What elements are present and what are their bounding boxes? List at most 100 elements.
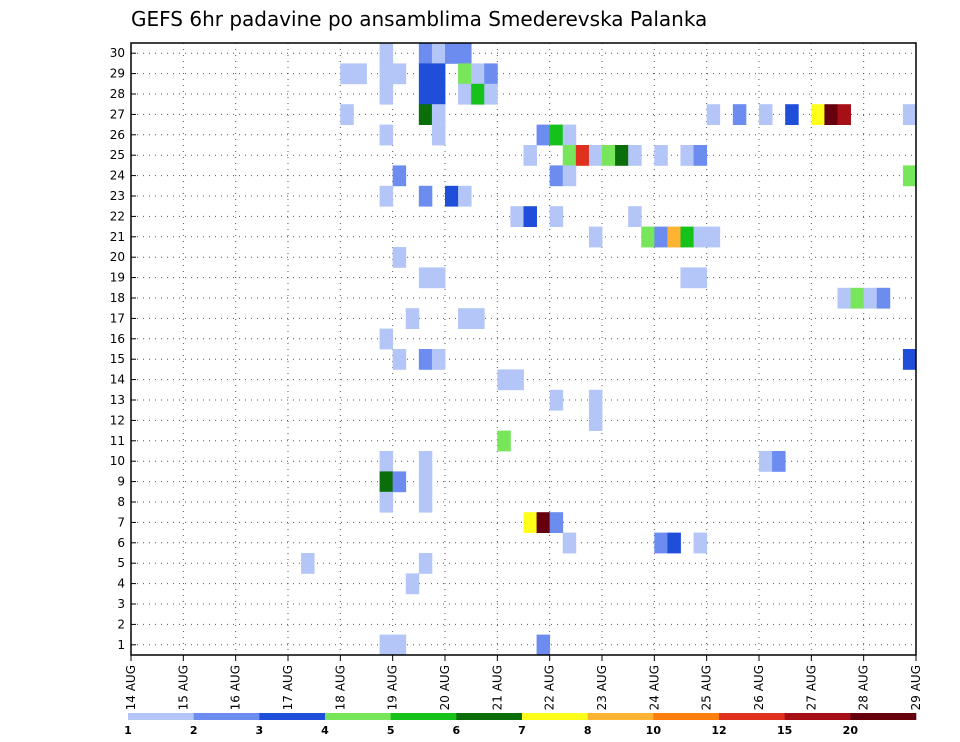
data-cell bbox=[588, 389, 603, 411]
data-cells bbox=[301, 43, 917, 656]
x-tick-label: 25 AUG bbox=[700, 665, 714, 710]
colorbar-swatch bbox=[390, 713, 457, 720]
y-tick-label: 24 bbox=[110, 169, 125, 183]
data-cell bbox=[458, 185, 472, 207]
y-tick-label: 14 bbox=[110, 373, 125, 387]
data-cell bbox=[484, 83, 498, 105]
data-cell bbox=[759, 104, 773, 125]
colorbar-swatch bbox=[259, 713, 326, 720]
data-cell bbox=[379, 634, 394, 656]
data-cell bbox=[445, 185, 459, 207]
x-tick-label: 28 AUG bbox=[857, 665, 871, 710]
data-cell bbox=[549, 165, 564, 187]
data-cell bbox=[628, 145, 642, 166]
data-cell bbox=[575, 145, 590, 166]
colorbar-swatch bbox=[850, 713, 917, 720]
data-cell bbox=[759, 451, 773, 472]
data-cell bbox=[418, 451, 433, 472]
data-cell bbox=[340, 63, 354, 85]
data-cell bbox=[693, 267, 708, 289]
data-cell bbox=[458, 308, 472, 329]
y-tick-label: 1 bbox=[117, 638, 125, 652]
x-tick-label: 16 AUG bbox=[229, 665, 243, 710]
data-cell bbox=[628, 206, 642, 227]
data-cell bbox=[549, 389, 564, 411]
y-tick-label: 17 bbox=[110, 311, 125, 325]
data-cell bbox=[484, 63, 498, 85]
data-cell bbox=[510, 206, 524, 227]
data-cell bbox=[588, 145, 603, 166]
data-cell bbox=[379, 43, 394, 64]
data-cell bbox=[471, 83, 485, 105]
data-cell bbox=[654, 226, 668, 248]
data-cell bbox=[379, 83, 394, 105]
colorbar-label: 4 bbox=[321, 724, 329, 737]
data-cell bbox=[405, 573, 420, 595]
colorbar-swatch bbox=[193, 713, 260, 720]
y-tick-label: 27 bbox=[110, 107, 125, 121]
data-cell bbox=[602, 145, 616, 166]
data-cell bbox=[431, 83, 446, 105]
colorbar-label: 20 bbox=[843, 724, 859, 737]
y-tick-label: 12 bbox=[110, 413, 125, 427]
data-cell bbox=[379, 451, 394, 472]
colorbar-label: 6 bbox=[453, 724, 461, 737]
data-cell bbox=[379, 328, 394, 350]
data-cell bbox=[445, 43, 459, 64]
data-cell bbox=[418, 349, 433, 370]
data-cell bbox=[379, 63, 394, 85]
y-tick-label: 30 bbox=[110, 46, 125, 60]
colorbar-label: 10 bbox=[646, 724, 662, 737]
data-cell bbox=[431, 267, 446, 289]
y-tick-label: 23 bbox=[110, 189, 125, 203]
data-cell bbox=[418, 63, 433, 85]
y-tick-label: 10 bbox=[110, 454, 125, 468]
data-cell bbox=[471, 63, 485, 85]
data-cell bbox=[588, 226, 603, 248]
data-cell bbox=[641, 226, 655, 248]
y-tick-label: 2 bbox=[117, 617, 125, 631]
chart-title: GEFS 6hr padavine po ansamblima Smederev… bbox=[131, 7, 707, 31]
data-cell bbox=[510, 369, 524, 391]
data-cell bbox=[732, 104, 747, 125]
data-cell bbox=[902, 165, 917, 187]
colorbar: 1 2 3 4 5 6 7 8 10 12 15 20 bbox=[124, 713, 917, 737]
y-tick-label: 5 bbox=[117, 556, 125, 570]
y-tick-label: 19 bbox=[110, 271, 125, 285]
colorbar-label: 3 bbox=[256, 724, 264, 737]
data-cell bbox=[497, 430, 511, 452]
data-cell bbox=[471, 308, 485, 329]
data-cell bbox=[353, 63, 367, 85]
data-cell bbox=[824, 104, 838, 125]
data-cell bbox=[693, 145, 708, 166]
data-cell bbox=[431, 104, 446, 125]
colorbar-swatch bbox=[719, 713, 785, 720]
data-cell bbox=[667, 532, 681, 554]
data-cell bbox=[837, 104, 851, 125]
data-cell bbox=[392, 165, 407, 187]
data-cell bbox=[562, 165, 577, 187]
x-tick-label: 21 AUG bbox=[490, 665, 504, 710]
colorbar-label: 15 bbox=[777, 724, 792, 737]
y-tick-label: 21 bbox=[110, 230, 125, 244]
data-cell bbox=[876, 287, 891, 309]
y-tick-label: 15 bbox=[110, 352, 125, 366]
data-cell bbox=[431, 124, 446, 146]
colorbar-swatch bbox=[456, 713, 523, 720]
data-cell bbox=[458, 43, 472, 64]
data-cell bbox=[562, 145, 577, 166]
data-cell bbox=[418, 553, 433, 574]
data-cell bbox=[392, 471, 407, 493]
data-cell bbox=[379, 124, 394, 146]
y-tick-label: 11 bbox=[110, 434, 125, 448]
data-cell bbox=[706, 104, 721, 125]
y-tick-label: 16 bbox=[110, 332, 125, 346]
data-cell bbox=[431, 349, 446, 370]
x-tick-label: 24 AUG bbox=[647, 665, 661, 710]
y-axis: 1234567891011121314151617181920212223242… bbox=[110, 46, 136, 652]
x-tick-label: 23 AUG bbox=[595, 665, 609, 710]
y-tick-label: 9 bbox=[117, 475, 125, 489]
data-cell bbox=[458, 83, 472, 105]
x-tick-label: 20 AUG bbox=[438, 665, 452, 710]
